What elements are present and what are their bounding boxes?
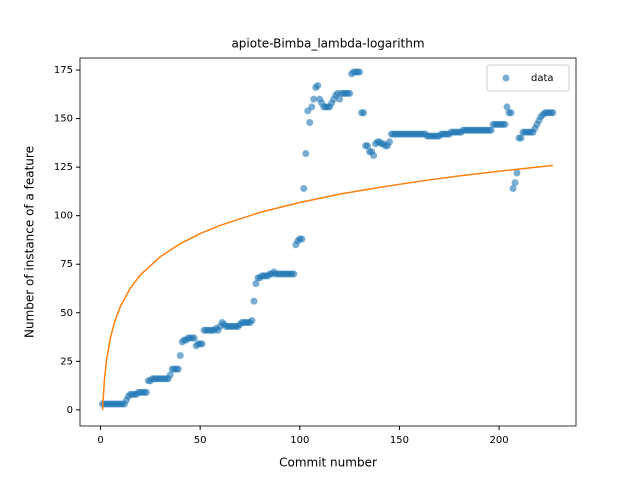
- data-point: [336, 95, 344, 103]
- legend-label: data: [531, 73, 554, 84]
- data-point: [198, 340, 206, 348]
- y-tick-label: 175: [54, 65, 73, 76]
- y-tick-label: 100: [54, 211, 73, 222]
- x-tick-label: 50: [194, 435, 207, 446]
- x-tick-label: 100: [290, 435, 309, 446]
- data-point: [487, 126, 495, 134]
- x-tick-label: 200: [490, 435, 509, 446]
- y-tick-label: 125: [54, 162, 73, 173]
- x-tick-label: 150: [390, 435, 409, 446]
- data-point: [300, 184, 308, 192]
- plot-frame: [79, 57, 577, 427]
- data-point: [360, 109, 368, 117]
- data-point: [346, 89, 354, 97]
- x-axis-label: Commit number: [279, 456, 377, 470]
- data-point: [174, 365, 182, 373]
- y-tick-label: 50: [60, 308, 73, 319]
- fit-line: [101, 164, 553, 410]
- data-point: [290, 270, 298, 278]
- y-tick-label: 0: [67, 405, 73, 416]
- data-point: [511, 179, 519, 187]
- data-point: [509, 184, 517, 192]
- legend-marker: [502, 74, 510, 82]
- data-point: [507, 109, 515, 117]
- y-tick-label: 25: [60, 356, 73, 367]
- data-point: [302, 150, 310, 158]
- data-point: [252, 280, 260, 288]
- data-point: [142, 388, 150, 396]
- data-point: [166, 371, 174, 379]
- data-point: [314, 82, 322, 90]
- data-point: [250, 297, 258, 305]
- data-point: [501, 120, 509, 128]
- data-point: [306, 118, 314, 126]
- data-point: [310, 95, 318, 103]
- data-point: [364, 142, 372, 150]
- data-point: [370, 151, 378, 159]
- data-point: [176, 352, 184, 360]
- x-tick-label: 0: [97, 435, 103, 446]
- y-tick-label: 150: [54, 114, 73, 125]
- legend-box: [486, 64, 570, 92]
- y-tick-label: 75: [60, 259, 73, 270]
- data-point: [356, 68, 364, 76]
- data-point: [503, 103, 511, 111]
- chart-title: apiote-Bimba_lambda-logarithm: [231, 37, 424, 51]
- y-axis-label: Number of instance of a feature: [23, 146, 37, 338]
- data-point: [513, 169, 521, 177]
- data-point: [298, 235, 306, 243]
- data-point: [549, 109, 557, 117]
- data-point: [385, 138, 393, 146]
- data-point: [517, 134, 525, 142]
- data-point: [248, 317, 256, 325]
- data-point: [308, 103, 316, 111]
- data-point: [190, 334, 198, 342]
